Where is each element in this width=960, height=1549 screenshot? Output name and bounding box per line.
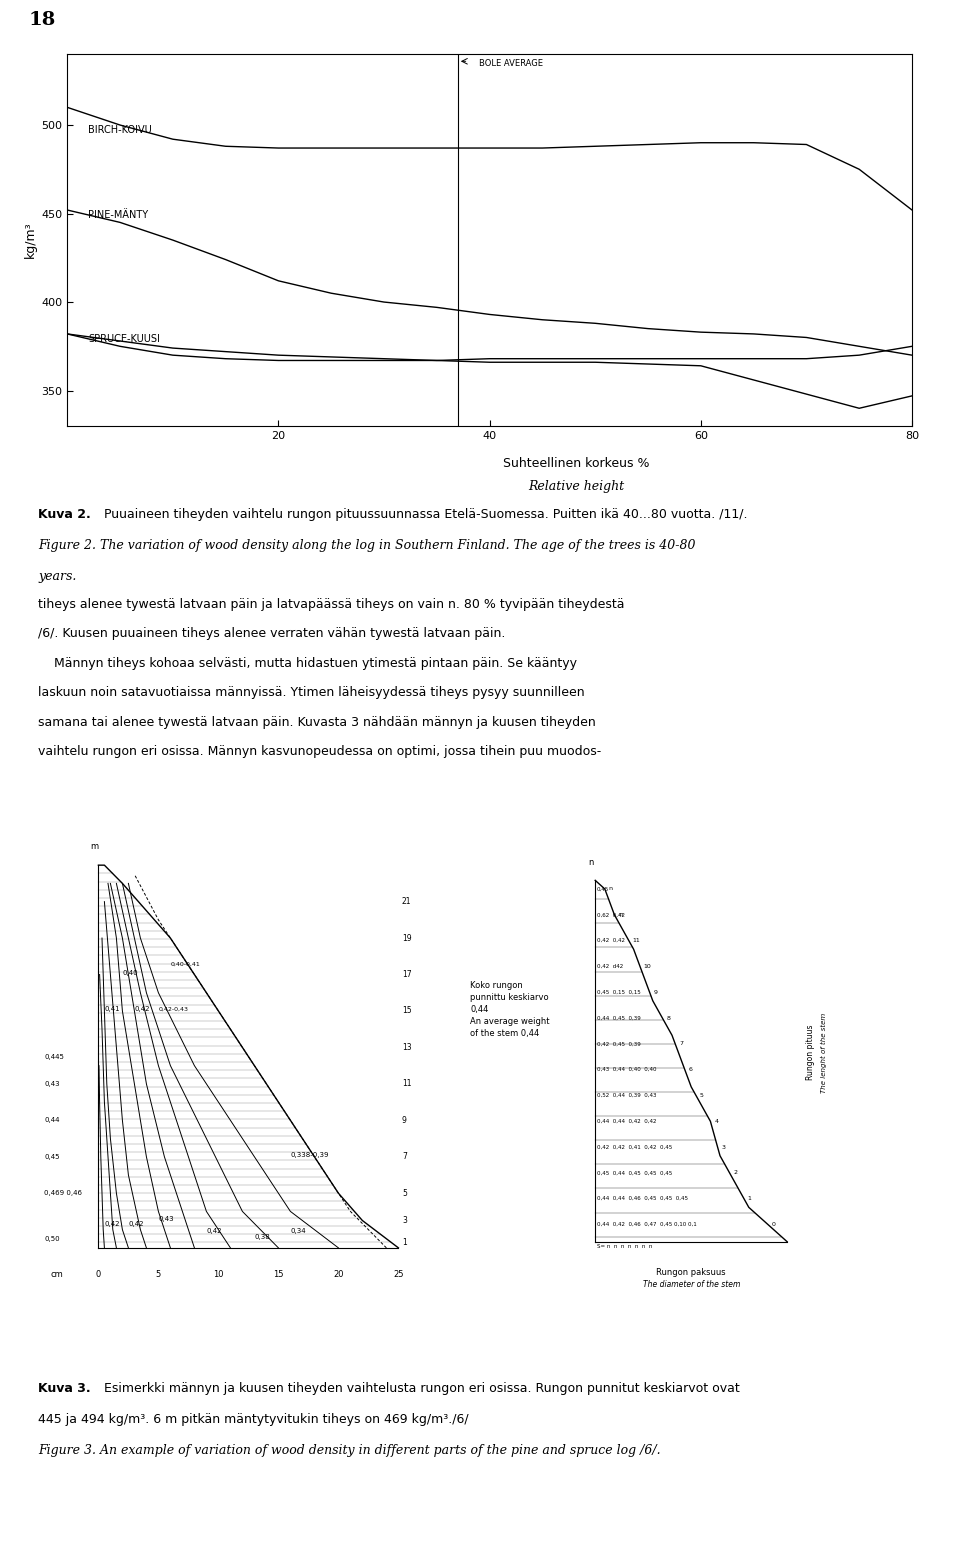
Text: 0,42  0,45  0,39: 0,42 0,45 0,39 [597,1041,641,1047]
Text: 7: 7 [679,1041,683,1047]
Text: Rungon paksuus: Rungon paksuus [657,1267,726,1276]
Text: 7: 7 [402,1152,407,1162]
Text: n: n [609,886,612,892]
Text: 0: 0 [96,1270,101,1279]
Text: 0,34: 0,34 [290,1228,306,1235]
Text: 0,45  0,15  0,15: 0,45 0,15 0,15 [597,990,641,994]
Text: 0,50: 0,50 [44,1236,60,1242]
Text: /6/. Kuusen puuaineen tiheys alenee verraten vähän tywestä latvaan päin.: /6/. Kuusen puuaineen tiheys alenee verr… [38,627,506,640]
Text: Esimerkki männyn ja kuusen tiheyden vaihtelusta rungon eri osissa. Rungon punnit: Esimerkki männyn ja kuusen tiheyden vaih… [100,1382,739,1394]
Text: 0,445: 0,445 [44,1053,64,1060]
Text: 0,41: 0,41 [105,1005,120,1011]
Text: 17: 17 [402,970,412,979]
Text: 0,42-0,43: 0,42-0,43 [158,1007,188,1011]
Text: Puuaineen tiheyden vaihtelu rungon pituussuunnassa Etelä-Suomessa. Puitten ikä 4: Puuaineen tiheyden vaihtelu rungon pituu… [100,508,747,520]
Text: 0: 0 [772,1222,776,1227]
Text: 15: 15 [402,1007,412,1016]
Text: 0,42: 0,42 [129,1221,144,1227]
Text: 1: 1 [402,1238,407,1247]
Text: Männyn tiheys kohoaa selvästi, mutta hidastuen ytimestä pintaan päin. Se kääntyy: Männyn tiheys kohoaa selvästi, mutta hid… [38,657,577,669]
Text: Kuva 2.: Kuva 2. [38,508,91,520]
Text: Koko rungon
punnittu keskiarvo
0,44
An average weight
of the stem 0,44: Koko rungon punnittu keskiarvo 0,44 An a… [470,982,550,1038]
Text: 0,43: 0,43 [158,1216,174,1222]
Text: The diameter of the stem: The diameter of the stem [642,1279,740,1289]
Text: 10: 10 [213,1270,224,1279]
Text: 3: 3 [402,1216,407,1225]
Text: 3: 3 [722,1145,726,1149]
Text: 0,44  0,42  0,46  0,47  0,45 0,10 0,1: 0,44 0,42 0,46 0,47 0,45 0,10 0,1 [597,1222,697,1227]
Text: 8: 8 [666,1016,670,1021]
Text: 11: 11 [633,939,640,943]
Text: vaihtelu rungon eri osissa. Männyn kasvunopeudessa on optimi, jossa tihein puu m: vaihtelu rungon eri osissa. Männyn kasvu… [38,745,602,757]
Text: 0,469 0,46: 0,469 0,46 [44,1190,83,1196]
Text: 0,44: 0,44 [44,1117,60,1123]
Text: 0,43  0,44  0,40  0,40: 0,43 0,44 0,40 0,40 [597,1067,657,1072]
Text: n: n [588,858,594,866]
Text: 0,45: 0,45 [597,886,610,892]
Text: 0,44  0,44  0,46  0,45  0,45  0,45: 0,44 0,44 0,46 0,45 0,45 0,45 [597,1196,688,1202]
Text: 18: 18 [29,11,56,29]
Text: Figure 2. The variation of wood density along the log in Southern Finland. The a: Figure 2. The variation of wood density … [38,539,696,551]
Text: 0,42: 0,42 [206,1228,222,1235]
Text: Relative height: Relative height [528,480,624,493]
Text: n: n [618,912,622,917]
Text: 15: 15 [274,1270,283,1279]
Text: samana tai alenee tywestä latvaan päin. Kuvasta 3 nähdään männyn ja kuusen tihey: samana tai alenee tywestä latvaan päin. … [38,716,596,728]
Text: 4: 4 [714,1118,718,1125]
Text: 0,45  0,44  0,45  0,45  0,45: 0,45 0,44 0,45 0,45 0,45 [597,1171,672,1176]
Text: 20: 20 [333,1270,344,1279]
Text: Kuva 3.: Kuva 3. [38,1382,91,1394]
Text: laskuun noin satavuotiaissa männyissä. Ytimen läheisyydessä tiheys pysyy suunnil: laskuun noin satavuotiaissa männyissä. Y… [38,686,585,699]
Text: 1: 1 [748,1196,752,1202]
Y-axis label: kg/m³: kg/m³ [24,222,37,259]
Text: Figure 3. An example of variation of wood density in different parts of the pine: Figure 3. An example of variation of woo… [38,1444,661,1456]
Text: 5: 5 [700,1094,704,1098]
Text: 0,42: 0,42 [105,1221,120,1227]
Text: 0,38: 0,38 [254,1233,270,1239]
Text: 11: 11 [402,1080,412,1089]
Text: 0,44  0,45  0,39: 0,44 0,45 0,39 [597,1016,641,1021]
Text: 19: 19 [402,934,412,942]
Text: 445 ja 494 kg/m³. 6 m pitkän mäntytyvitukin tiheys on 469 kg/m³./6/: 445 ja 494 kg/m³. 6 m pitkän mäntytyvitu… [38,1413,469,1425]
Text: 0,43: 0,43 [44,1081,60,1087]
Text: 6: 6 [688,1067,692,1072]
Text: 0,40: 0,40 [123,970,138,976]
Text: 0,52  0,44  0,39  0,43: 0,52 0,44 0,39 0,43 [597,1094,657,1098]
Text: cm: cm [50,1270,62,1279]
Text: 5: 5 [402,1188,407,1197]
Text: 0,45: 0,45 [44,1154,60,1160]
Text: 0,44  0,44  0,42  0,42: 0,44 0,44 0,42 0,42 [597,1118,657,1125]
Text: 0,42  0,42: 0,42 0,42 [597,939,625,943]
Text: Rungon pituus: Rungon pituus [805,1025,815,1080]
Text: 0,42  0,42  0,41  0,42  0,45: 0,42 0,42 0,41 0,42 0,45 [597,1145,672,1149]
Text: 0,62  0,42: 0,62 0,42 [597,912,625,917]
Text: 2: 2 [733,1171,737,1176]
Text: BOLE AVERAGE: BOLE AVERAGE [479,59,543,68]
Text: years.: years. [38,570,77,582]
Text: 21: 21 [402,897,412,906]
Text: m: m [91,841,99,850]
Text: tiheys alenee tywestä latvaan päin ja latvapäässä tiheys on vain n. 80 % tyvipää: tiheys alenee tywestä latvaan päin ja la… [38,598,625,610]
Text: 0,42: 0,42 [134,1005,150,1011]
Text: PINE-MÄNTY: PINE-MÄNTY [88,211,149,220]
Text: 0,338-0,39: 0,338-0,39 [290,1152,329,1157]
Text: 10: 10 [644,963,652,970]
Text: BIRCH-KOIVU: BIRCH-KOIVU [88,125,152,135]
Text: 0,42  d42: 0,42 d42 [597,963,623,970]
Text: 25: 25 [394,1270,403,1279]
Text: 13: 13 [402,1042,412,1052]
Text: S= n  n  n  n  n  n  n: S= n n n n n n n [597,1244,653,1250]
Text: 0,40-0,41: 0,40-0,41 [171,962,200,967]
Text: 9: 9 [654,990,658,994]
Text: The lenght of the stem: The lenght of the stem [821,1013,827,1092]
Text: SPRUCE-KUUSI: SPRUCE-KUUSI [88,335,160,344]
Text: Suhteellinen korkeus %: Suhteellinen korkeus % [503,457,649,469]
Text: 5: 5 [156,1270,161,1279]
Text: 9: 9 [402,1115,407,1125]
